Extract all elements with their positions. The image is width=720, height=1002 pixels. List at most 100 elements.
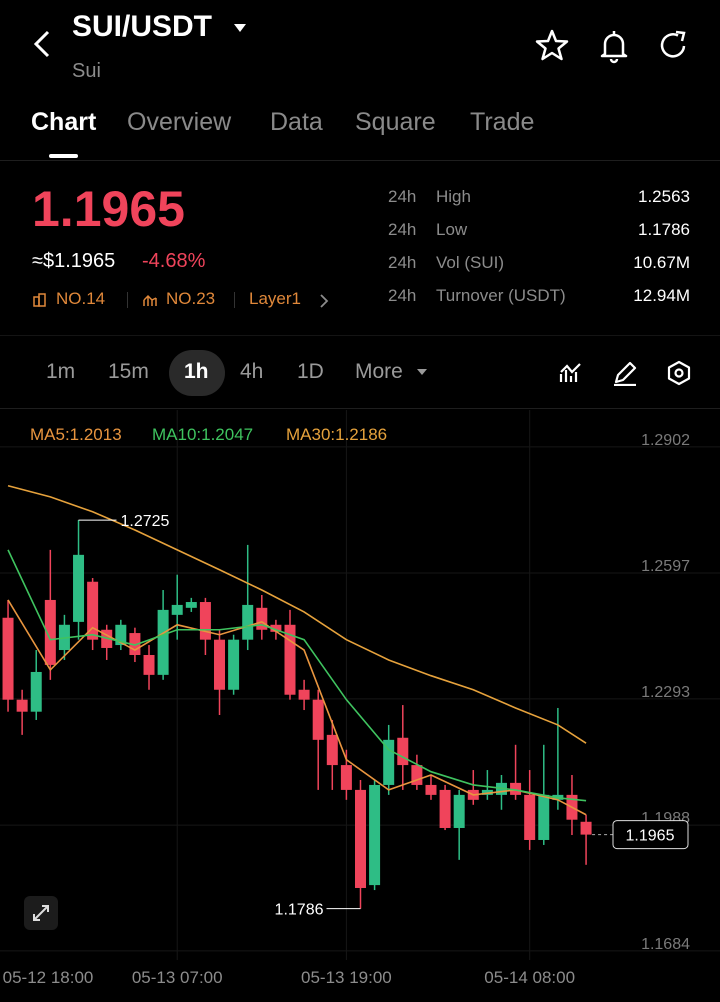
divider bbox=[0, 408, 720, 409]
rank-tag[interactable]: NO.14 bbox=[56, 289, 106, 308]
candle-body bbox=[256, 607, 268, 630]
stat-value: 1.2563 bbox=[638, 187, 690, 206]
price-box bbox=[612, 820, 689, 850]
separator bbox=[127, 292, 128, 308]
interval[interactable]: More bbox=[355, 360, 403, 383]
chevron bbox=[320, 294, 329, 308]
interval[interactable]: 15m bbox=[108, 360, 149, 383]
candle-body bbox=[157, 609, 169, 675]
x-tick-label: 05-14 08:00 bbox=[484, 968, 575, 987]
x-tick-label: 05-12 18:00 bbox=[3, 968, 94, 987]
stat-value: 10.67M bbox=[633, 253, 690, 272]
current-price-label: 1.1965 bbox=[626, 828, 675, 845]
alert-icon[interactable] bbox=[596, 28, 632, 64]
candle-body bbox=[510, 782, 522, 795]
ma-line bbox=[7, 599, 587, 816]
candle-body bbox=[411, 765, 423, 785]
usd-price: ≈$1.1965 bbox=[32, 250, 116, 272]
candle-body bbox=[143, 654, 155, 675]
y-tick-label: 1.2597 bbox=[641, 558, 690, 575]
candle-body bbox=[44, 599, 56, 665]
legend-entry: MA5:1.2013 bbox=[30, 425, 122, 444]
back-button[interactable] bbox=[28, 28, 56, 60]
stat-label: Vol (SUI) bbox=[436, 253, 505, 272]
candle-body bbox=[16, 699, 28, 712]
candle-body bbox=[171, 604, 183, 615]
candle-body bbox=[312, 699, 324, 740]
tab-indicator bbox=[49, 154, 78, 158]
expand-button[interactable] bbox=[24, 896, 58, 930]
legend-entry: MA10:1.2047 bbox=[152, 425, 253, 444]
candle-body bbox=[214, 639, 226, 690]
stat-label: Turnover (USDT) bbox=[436, 286, 566, 305]
high-label: 1.2725 bbox=[121, 513, 170, 530]
sector-tag[interactable]: Layer1 bbox=[249, 289, 301, 308]
price-change: -4.68% bbox=[142, 250, 206, 272]
stat-period: 24h bbox=[388, 187, 417, 206]
tab[interactable]: Trade bbox=[470, 108, 535, 136]
rank-icon bbox=[33, 293, 46, 307]
candle-body bbox=[242, 604, 254, 640]
candle-body bbox=[340, 765, 352, 790]
stat-label: Low bbox=[436, 220, 468, 239]
interval[interactable]: 4h bbox=[240, 360, 264, 383]
stat-period: 24h bbox=[388, 286, 417, 305]
candle-body bbox=[524, 794, 536, 840]
settings-icon[interactable] bbox=[666, 360, 692, 386]
stat-period: 24h bbox=[388, 253, 417, 272]
candle-body bbox=[326, 734, 338, 766]
rank-icon bbox=[143, 294, 157, 306]
interval[interactable]: 1D bbox=[297, 360, 324, 383]
y-tick-label: 1.1684 bbox=[641, 936, 690, 953]
low-label: 1.1786 bbox=[275, 902, 324, 919]
more-dropdown[interactable] bbox=[416, 367, 428, 377]
interval-highlight bbox=[169, 350, 225, 396]
pair-subtitle: Sui bbox=[72, 60, 101, 82]
candle-body bbox=[2, 617, 14, 700]
x-tick-label: 05-13 07:00 bbox=[132, 968, 223, 987]
pair-title[interactable]: SUI/USDT bbox=[72, 10, 213, 43]
interval[interactable]: 1m bbox=[46, 360, 76, 383]
divider bbox=[0, 160, 720, 161]
candle-body bbox=[369, 784, 381, 886]
rank-tag[interactable]: NO.23 bbox=[166, 289, 216, 308]
interval[interactable]: 1h bbox=[184, 360, 209, 383]
x-tick-label: 05-13 19:00 bbox=[301, 968, 392, 987]
draw-icon[interactable] bbox=[612, 360, 638, 386]
candle-body bbox=[87, 581, 99, 640]
tab[interactable]: Data bbox=[270, 108, 323, 136]
candle-body bbox=[439, 789, 451, 828]
separator bbox=[234, 292, 235, 308]
candle-body bbox=[73, 554, 85, 622]
candle-body bbox=[270, 624, 282, 632]
y-tick-label: 1.2293 bbox=[641, 684, 690, 701]
refresh-icon[interactable] bbox=[656, 28, 692, 64]
candle-body bbox=[228, 639, 240, 690]
ma-line bbox=[7, 484, 587, 744]
y-tick-label: 1.2902 bbox=[641, 432, 690, 449]
candle-body bbox=[354, 789, 366, 888]
last-price: 1.1965 bbox=[32, 181, 185, 237]
favorite-icon[interactable] bbox=[534, 28, 570, 64]
expand-icon bbox=[33, 905, 49, 921]
tab[interactable]: Square bbox=[355, 108, 436, 136]
candle-body bbox=[580, 821, 592, 835]
candle-body bbox=[481, 789, 493, 795]
candle-body bbox=[425, 784, 437, 795]
stat-period: 24h bbox=[388, 220, 417, 239]
indicator-icon[interactable] bbox=[558, 360, 584, 386]
candle-body bbox=[284, 624, 296, 695]
stat-value: 1.1786 bbox=[638, 220, 690, 239]
candle-body bbox=[115, 624, 127, 646]
candle-body bbox=[453, 794, 465, 828]
tab[interactable]: Chart bbox=[31, 108, 97, 136]
stat-label: High bbox=[436, 187, 471, 206]
tab[interactable]: Overview bbox=[127, 108, 232, 136]
candle-body bbox=[298, 689, 310, 700]
candle-body bbox=[30, 671, 42, 712]
candle-body bbox=[199, 602, 211, 640]
candle-body bbox=[397, 737, 409, 766]
pair-dropdown[interactable] bbox=[233, 22, 247, 34]
